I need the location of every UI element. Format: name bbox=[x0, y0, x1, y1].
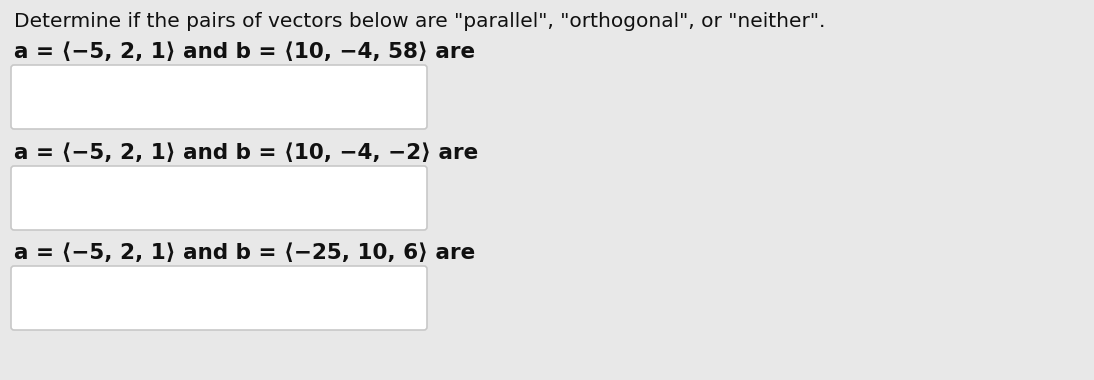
Text: a = ⟨−5, 2, 1⟩ and b = ⟨10, −4, 58⟩ are: a = ⟨−5, 2, 1⟩ and b = ⟨10, −4, 58⟩ are bbox=[14, 42, 475, 62]
FancyBboxPatch shape bbox=[11, 266, 427, 330]
Text: a = ⟨−5, 2, 1⟩ and b = ⟨10, −4, −2⟩ are: a = ⟨−5, 2, 1⟩ and b = ⟨10, −4, −2⟩ are bbox=[14, 143, 478, 163]
Text: a = ⟨−5, 2, 1⟩ and b = ⟨−25, 10, 6⟩ are: a = ⟨−5, 2, 1⟩ and b = ⟨−25, 10, 6⟩ are bbox=[14, 243, 475, 263]
FancyBboxPatch shape bbox=[11, 65, 427, 129]
Text: Determine if the pairs of vectors below are "parallel", "orthogonal", or "neithe: Determine if the pairs of vectors below … bbox=[14, 12, 825, 31]
FancyBboxPatch shape bbox=[11, 166, 427, 230]
